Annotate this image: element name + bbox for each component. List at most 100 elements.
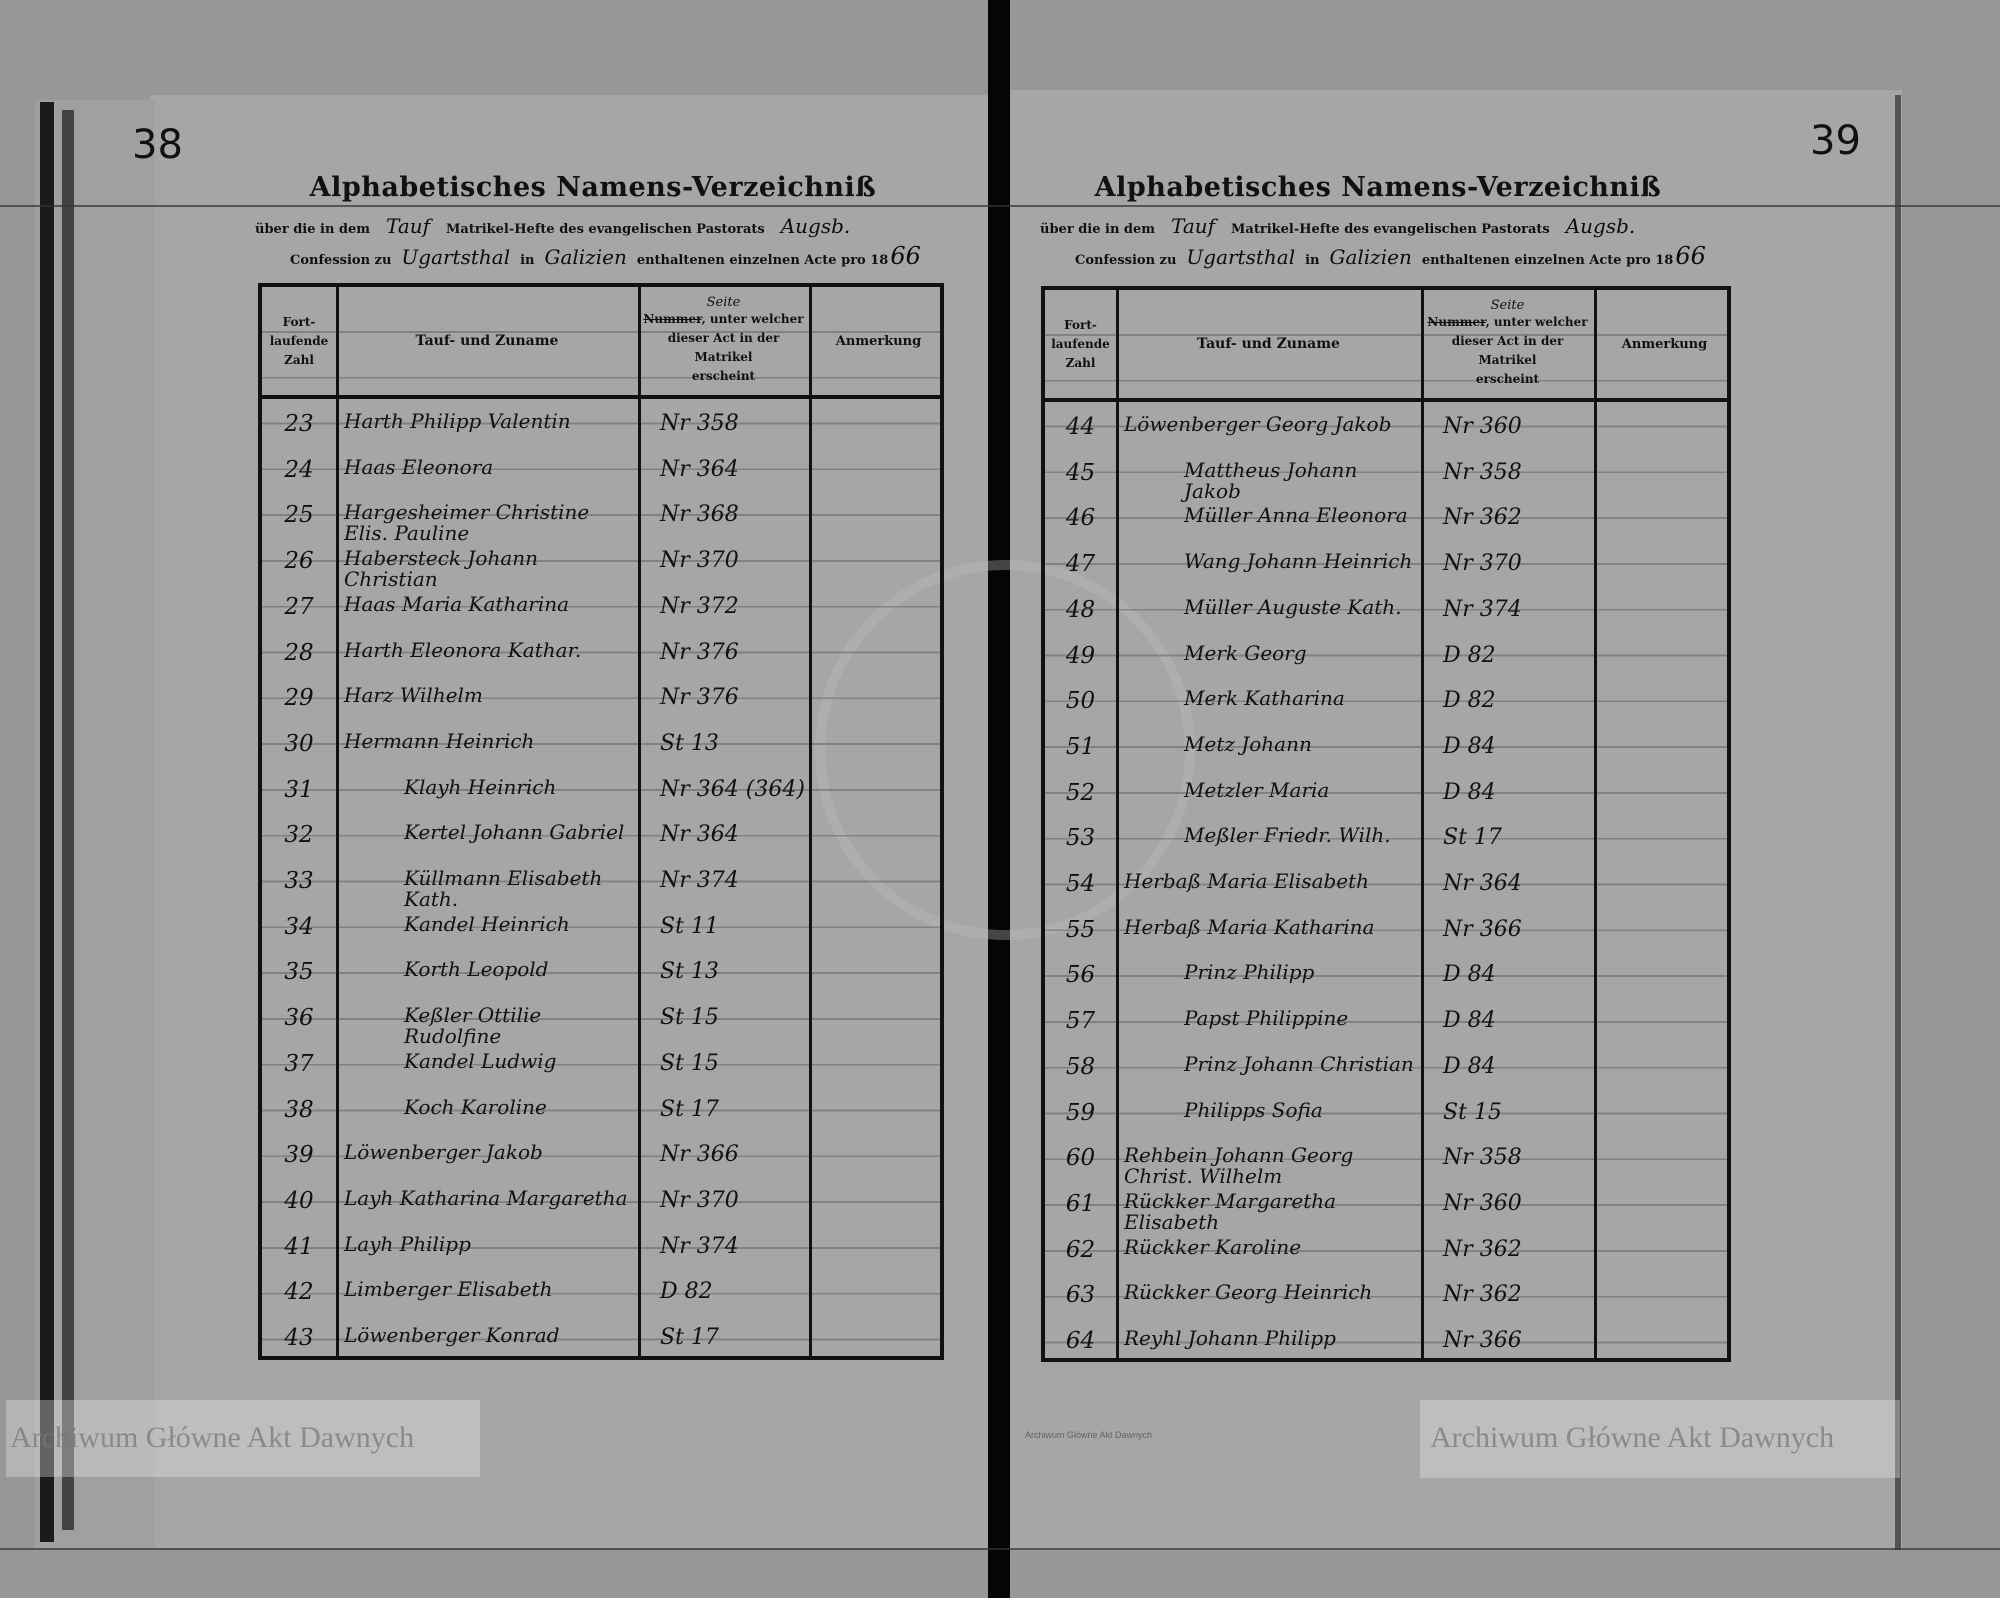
row-reference: Nr 376 [660, 639, 739, 665]
row-reference: Nr 358 [1443, 1145, 1522, 1171]
watermark-text-left: Archiwum Główne Akt Dawnych [10, 1421, 415, 1454]
row-number: 25 [284, 502, 314, 529]
row-reference: St 17 [1443, 825, 1502, 851]
row-number: 63 [1065, 1282, 1096, 1309]
row-name: Harz Wilhelm [344, 683, 483, 708]
row-number: 54 [1065, 871, 1096, 897]
row-reference: St 17 [660, 1096, 719, 1122]
row-number: 50 [1065, 688, 1096, 715]
row-name: Herbaß Maria Elisabeth [1124, 869, 1370, 893]
center-watermark-text: Archiwum Główne Akt Dawnych [1025, 1430, 1153, 1440]
row-name: Rehbein Johann Georg Christ. Wilhelm [1124, 1143, 1354, 1189]
row-number: 23 [284, 411, 314, 437]
header-correction: Seite [1490, 298, 1525, 313]
row-name: Rückker Georg Heinrich [1124, 1280, 1373, 1305]
right-page-title: Alphabetisches Namens-Verzeichniß [1094, 172, 1662, 203]
right-page-edge [1895, 95, 1901, 1550]
row-name: Rückker Karoline [1124, 1234, 1302, 1259]
row-number: 28 [284, 639, 314, 666]
column-divider [1594, 290, 1597, 1358]
header-line: Nummer, unter welcher [643, 310, 803, 329]
row-name: Prinz Johann Christian [1184, 1051, 1414, 1076]
row-number: 43 [284, 1325, 314, 1351]
row-name: Prinz Philipp [1184, 960, 1315, 985]
row-reference: D 84 [1443, 962, 1496, 988]
right-header-text-4: in [1305, 253, 1320, 268]
left-page-edge [35, 100, 155, 1550]
row-number: 33 [284, 868, 314, 894]
left-header-line-2: Confession zu Ugartsthal in Galizien enthalt… [290, 242, 921, 270]
right-header-text-1: über die in dem [1040, 222, 1156, 237]
row-number: 30 [284, 730, 314, 757]
row-name: Reyhl Johann Philipp [1124, 1326, 1336, 1350]
row-number: 55 [1065, 916, 1096, 943]
header-line: Fort- [282, 314, 316, 329]
row-number: 58 [1065, 1053, 1096, 1080]
row-reference: Nr 362 [1443, 1236, 1522, 1262]
row-number: 62 [1065, 1236, 1096, 1263]
row-number: 27 [284, 593, 314, 620]
row-number: 47 [1065, 551, 1096, 578]
left-register-type: Tauf [386, 214, 431, 238]
watermark-box-right [1420, 1400, 1900, 1478]
column-divider [809, 287, 812, 1356]
row-reference: Nr 368 [660, 502, 739, 528]
header-line: Zahl [1065, 355, 1096, 370]
right-header-text-2: Matrikel-Hefte des evangelischen Pastora… [1231, 222, 1550, 237]
left-header-text-5: enthaltenen einzelnen Acte pro 18 [636, 253, 889, 268]
row-name: Korth Leopold [404, 957, 549, 982]
column-divider [1421, 290, 1424, 1358]
row-name: Keßler Ottilie Rudolfine [404, 1003, 542, 1049]
row-name: Wang Johann Heinrich [1184, 549, 1413, 574]
header-line-rest: , unter welcher [1485, 315, 1588, 329]
row-reference: Nr 358 [660, 411, 739, 436]
header-divider [262, 395, 940, 399]
row-name: Habersteck Johann Christian [344, 546, 539, 592]
row-name: Meßler Friedr. Wilh. [1184, 823, 1391, 848]
row-name: Limberger Elisabeth [344, 1277, 553, 1302]
row-name: Haas Eleonora [344, 454, 494, 479]
header-divider [1045, 398, 1727, 402]
row-reference: Nr 362 [1443, 505, 1522, 531]
row-reference: Nr 376 [660, 685, 739, 711]
row-name: Koch Karoline [404, 1094, 547, 1119]
row-reference: D 82 [660, 1279, 713, 1305]
header-line: laufende [269, 333, 329, 348]
row-reference: Nr 360 [1443, 414, 1522, 439]
row-reference: St 15 [660, 1005, 719, 1031]
header-line: Fort- [1064, 317, 1097, 332]
archive-stamp-watermark [815, 560, 1195, 940]
row-name: Mattheus Johann Jakob [1184, 457, 1358, 503]
row-name: Layh Katharina Margaretha [344, 1185, 628, 1210]
row-number: 53 [1065, 825, 1096, 852]
left-place: Ugartsthal [401, 245, 511, 269]
row-name: Löwenberger Georg Jakob [1124, 412, 1392, 436]
row-reference: Nr 366 [1443, 1328, 1522, 1353]
row-reference: Nr 370 [1443, 551, 1522, 577]
right-page-number: 39 [1810, 118, 1861, 164]
row-reference: Nr 374 [660, 1233, 739, 1259]
row-number: 37 [284, 1050, 314, 1077]
left-register-table: Fort-laufende Zahl Tauf- und Zuname Seite Nu… [258, 283, 944, 1360]
row-reference: Nr 374 [1443, 596, 1522, 622]
row-name: Rückker Margaretha Elisabeth [1124, 1188, 1337, 1234]
row-number: 57 [1065, 1008, 1096, 1035]
row-number: 42 [284, 1279, 314, 1306]
header-line: laufende [1051, 336, 1110, 351]
row-number: 49 [1065, 642, 1096, 669]
row-number: 51 [1065, 733, 1096, 760]
row-name: Müller Anna Eleonora [1184, 503, 1408, 528]
row-reference: St 13 [660, 959, 719, 985]
row-number: 39 [284, 1142, 314, 1169]
row-name: Hargesheimer Christine Elis. Pauline [344, 500, 590, 546]
column-divider [638, 287, 641, 1356]
right-confession: Augsb. [1565, 214, 1636, 238]
row-name: Merk Georg [1184, 640, 1307, 665]
row-name: Metzler Maria [1184, 777, 1330, 802]
row-name: Kertel Johann Gabriel [404, 820, 625, 845]
row-reference: D 84 [1443, 779, 1496, 805]
header-line: Zahl [284, 352, 314, 367]
row-name: Küllmann Elisabeth Kath. [404, 866, 603, 911]
row-number: 31 [284, 776, 314, 803]
right-year: 66 [1675, 242, 1706, 270]
